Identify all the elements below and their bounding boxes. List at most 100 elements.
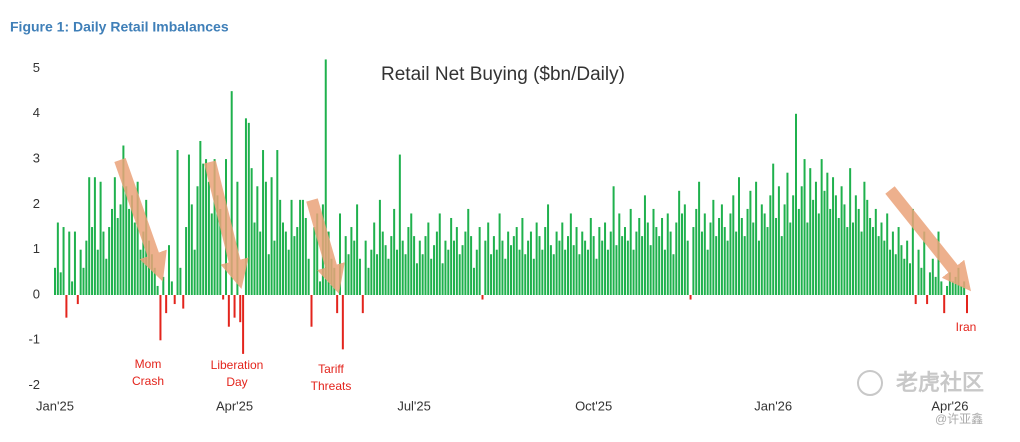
bar bbox=[746, 208, 749, 295]
bar bbox=[780, 236, 783, 295]
bar bbox=[569, 213, 572, 295]
bar bbox=[766, 227, 769, 295]
annotation: Liberation bbox=[211, 358, 264, 372]
bar bbox=[219, 208, 222, 295]
bar bbox=[524, 254, 527, 295]
bar bbox=[695, 208, 698, 295]
bar bbox=[187, 154, 190, 295]
bar bbox=[820, 159, 823, 295]
bar bbox=[492, 236, 495, 295]
annotation: Iran bbox=[956, 320, 977, 334]
bar bbox=[108, 227, 111, 295]
bar bbox=[931, 258, 934, 295]
watermark-text: 老虎社区 bbox=[895, 370, 984, 395]
bar bbox=[179, 267, 182, 295]
bar bbox=[706, 249, 709, 295]
bar bbox=[136, 181, 139, 295]
bar bbox=[783, 204, 786, 295]
bar bbox=[490, 254, 493, 295]
bar bbox=[396, 249, 398, 295]
bar bbox=[370, 249, 373, 295]
bar bbox=[609, 231, 612, 295]
bar bbox=[663, 249, 666, 295]
bar bbox=[532, 258, 535, 295]
bar bbox=[467, 208, 470, 295]
bar bbox=[578, 254, 581, 295]
bar bbox=[230, 91, 233, 296]
bar bbox=[270, 177, 273, 295]
bar bbox=[299, 199, 302, 295]
bar bbox=[669, 231, 672, 295]
bar bbox=[675, 222, 678, 295]
x-tick-label: Jan'26 bbox=[754, 398, 792, 413]
bar bbox=[407, 227, 410, 295]
bar bbox=[732, 195, 735, 295]
bar bbox=[282, 222, 284, 295]
bar bbox=[632, 249, 635, 295]
bar bbox=[792, 195, 795, 295]
bar bbox=[82, 267, 85, 295]
bar bbox=[250, 168, 253, 295]
bar bbox=[433, 245, 436, 295]
bar bbox=[470, 236, 473, 295]
y-tick-label: 4 bbox=[33, 105, 40, 120]
bar bbox=[840, 186, 843, 295]
bar bbox=[59, 272, 62, 295]
bar bbox=[601, 240, 604, 295]
bar bbox=[926, 295, 929, 305]
bar bbox=[259, 231, 262, 295]
bar bbox=[227, 295, 230, 327]
bar bbox=[703, 213, 706, 295]
bar bbox=[495, 249, 498, 295]
bar bbox=[390, 236, 393, 295]
bar bbox=[572, 245, 575, 295]
bar bbox=[464, 231, 467, 295]
bar bbox=[461, 245, 464, 295]
bar bbox=[914, 295, 917, 305]
bar bbox=[561, 222, 564, 295]
bar bbox=[168, 245, 170, 295]
bar bbox=[615, 245, 618, 295]
bar bbox=[350, 227, 353, 295]
bar bbox=[598, 227, 601, 295]
bar bbox=[686, 240, 689, 295]
bar bbox=[341, 295, 344, 350]
y-tick-label: -2 bbox=[28, 377, 40, 392]
bar bbox=[678, 190, 681, 295]
x-tick-label: Apr'26 bbox=[931, 398, 968, 413]
bar bbox=[276, 150, 279, 295]
bar bbox=[775, 217, 778, 295]
annotation: Threats bbox=[311, 379, 352, 393]
bar bbox=[256, 186, 259, 295]
bar bbox=[800, 186, 803, 295]
bar bbox=[193, 249, 196, 295]
bar bbox=[672, 254, 675, 295]
arrow bbox=[114, 158, 167, 282]
bar bbox=[584, 240, 587, 295]
bar bbox=[812, 199, 815, 295]
bar bbox=[863, 181, 866, 295]
bar bbox=[723, 227, 726, 295]
bar bbox=[803, 159, 806, 295]
bar bbox=[852, 222, 854, 295]
watermark: 老虎社区 @许亚鑫 bbox=[857, 370, 984, 426]
bar bbox=[427, 222, 430, 295]
bar bbox=[515, 227, 518, 295]
bar bbox=[604, 222, 607, 295]
bar bbox=[415, 263, 418, 295]
bar bbox=[894, 254, 897, 295]
bar bbox=[153, 267, 156, 295]
bar bbox=[826, 172, 829, 295]
bar bbox=[170, 281, 173, 295]
bar bbox=[757, 240, 760, 295]
bar bbox=[649, 245, 652, 295]
bar bbox=[541, 249, 544, 295]
bar bbox=[920, 267, 923, 295]
bar bbox=[871, 227, 874, 295]
bar bbox=[592, 236, 595, 295]
bar bbox=[73, 231, 76, 295]
bar bbox=[689, 295, 692, 300]
bar bbox=[296, 227, 299, 295]
bar bbox=[76, 295, 79, 305]
y-tick-label: 2 bbox=[33, 196, 40, 211]
